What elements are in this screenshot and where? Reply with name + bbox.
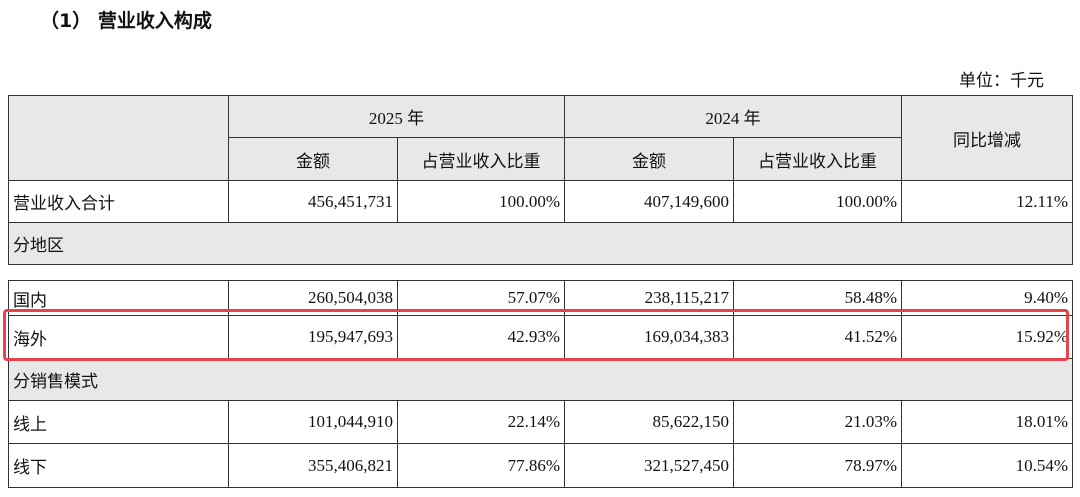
row-label: 线下: [8, 443, 229, 488]
highlight-box: [3, 309, 1069, 361]
value-cell: 18.01%: [901, 400, 1073, 444]
value-cell: 12.11%: [901, 180, 1073, 223]
table-row: 线上 101,044,910 22.14% 85,622,150 21.03% 18.01…: [8, 400, 1073, 444]
table-row: 营业收入合计 456,451,731 100.00% 407,149,600 100.0…: [8, 180, 1073, 223]
value-cell: 169,034,383: [564, 315, 734, 359]
table-row: 海外 195,947,693 42.93% 169,034,383 41.52% 15.9…: [8, 315, 1073, 359]
year-header: 2025 年: [228, 95, 565, 138]
row-label: 营业收入合计: [8, 180, 229, 223]
value-cell: 41.52%: [733, 315, 902, 359]
section-cell: 分销售模式: [8, 358, 1073, 401]
value-cell: 100.00%: [733, 180, 902, 223]
value-cell: 355,406,821: [228, 443, 398, 488]
gap-row: [9, 265, 1073, 281]
value-cell: 10.54%: [901, 443, 1073, 488]
value-cell: 101,044,910: [228, 400, 398, 444]
value-cell: 22.14%: [397, 400, 565, 444]
row-label: 线上: [8, 400, 229, 444]
sub-header: 金额: [228, 137, 398, 181]
section-cell: 分地区: [8, 222, 1073, 265]
sub-header: 占营业收入比重: [733, 137, 902, 181]
value-cell: 195,947,693: [228, 315, 398, 359]
value-cell: 456,451,731: [228, 180, 398, 223]
sub-header: 金额: [564, 137, 734, 181]
unit-label: 单位：千元: [959, 71, 1044, 90]
value-cell: 77.86%: [397, 443, 565, 488]
value-cell: 321,527,450: [564, 443, 734, 488]
value-cell: 407,149,600: [564, 180, 734, 223]
gap-cell: [9, 265, 1073, 281]
table-row: 分地区: [8, 222, 1073, 265]
corner-cell: [8, 95, 229, 181]
year-header: 2024 年: [564, 95, 902, 138]
value-cell: 21.03%: [733, 400, 902, 444]
value-cell: 85,622,150: [564, 400, 734, 444]
change-header: 同比增减: [901, 95, 1073, 181]
heading: （1） 营业收入构成: [40, 10, 212, 32]
sub-header: 占营业收入比重: [397, 137, 565, 181]
revenue-table: 2025 年 2024 年 同比增减 金额 占营业收入比重 金额 占营业收入比重…: [8, 95, 1073, 488]
value-cell: 15.92%: [901, 315, 1073, 359]
table-row: 线下 355,406,821 77.86% 321,527,450 78.97% 10.5…: [8, 443, 1073, 488]
value-cell: 100.00%: [397, 180, 565, 223]
row-label: 海外: [8, 315, 229, 359]
value-cell: 78.97%: [733, 443, 902, 488]
value-cell: 42.93%: [397, 315, 565, 359]
table-row: 分销售模式: [8, 358, 1073, 401]
